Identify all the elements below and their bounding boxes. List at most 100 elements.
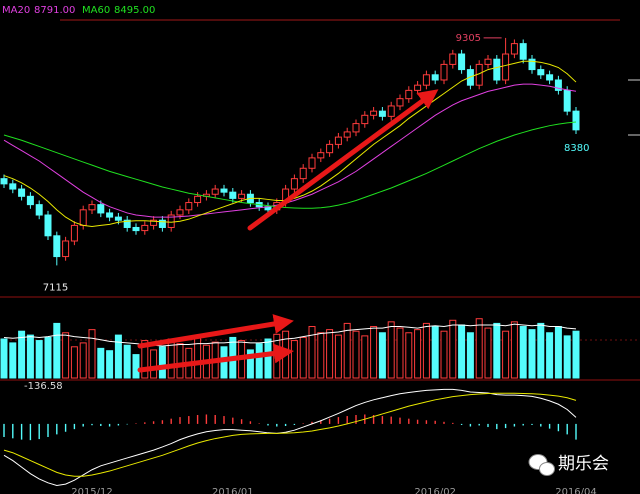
high-label: 9305 — [456, 33, 481, 44]
volume-bar — [326, 329, 334, 379]
volume-bar — [141, 340, 149, 379]
volume-bar — [370, 326, 378, 379]
candle-body — [519, 43, 527, 60]
legend-name: MA60 — [82, 5, 110, 16]
last-low-label: 8380 — [564, 143, 589, 154]
candle-body — [370, 110, 378, 116]
volume-bar — [352, 330, 360, 379]
candle-body — [502, 53, 510, 81]
x-tick-label: 2015/12 — [71, 487, 113, 494]
candle-body — [176, 209, 184, 216]
volume-bar — [431, 326, 439, 379]
candle-body — [405, 89, 413, 100]
volume-bar — [422, 322, 430, 379]
candle-body — [211, 188, 219, 195]
low-label: 7115 — [43, 282, 68, 293]
candle-body — [343, 131, 351, 138]
candle-body — [53, 235, 61, 258]
volume-bar — [317, 332, 325, 379]
ma-line — [3, 121, 577, 209]
volume-bar — [18, 330, 26, 379]
volume-bar — [493, 322, 501, 379]
candle-body — [554, 79, 562, 91]
watermark-text: 期乐会 — [558, 454, 609, 474]
volume-bar — [88, 329, 96, 379]
volume-bar — [132, 354, 140, 379]
candle-body — [431, 74, 439, 81]
volume-bar — [44, 336, 52, 379]
candle-body — [9, 183, 17, 190]
watermark-icon — [539, 462, 555, 476]
candle-body — [194, 195, 202, 204]
candle-body — [158, 219, 166, 228]
legend-value: 8791.00 — [34, 5, 75, 16]
candle-body — [79, 209, 87, 226]
volume-bar — [62, 332, 70, 379]
volume-bar — [378, 332, 386, 379]
candle-body — [114, 216, 122, 221]
candle-body — [132, 226, 140, 232]
candle-body — [510, 43, 518, 55]
candle-body — [35, 204, 43, 216]
candle-body — [88, 204, 96, 211]
candle-body — [378, 110, 386, 117]
volume-bar — [264, 338, 272, 379]
candle-body — [528, 58, 536, 71]
candle-body — [220, 188, 228, 193]
candle-body — [396, 98, 404, 107]
candle-body — [352, 123, 360, 133]
candle-body — [484, 58, 492, 65]
volume-bar — [70, 346, 78, 379]
volume-bar — [9, 342, 17, 379]
volume-bar — [114, 334, 122, 379]
dif-line — [3, 388, 577, 486]
candle-body — [18, 188, 26, 197]
volume-bar — [35, 340, 43, 379]
volume-bar — [563, 335, 571, 379]
dea-line — [3, 392, 577, 477]
volume-bar — [290, 340, 298, 379]
volume-bar — [123, 344, 131, 379]
candle-body — [299, 167, 307, 180]
candle-body — [0, 178, 8, 185]
candle-body — [62, 240, 70, 258]
candle-body — [97, 204, 105, 214]
volume-bar — [475, 318, 483, 379]
volume-bar — [334, 334, 342, 379]
candle-body — [141, 224, 149, 232]
volume-bar — [466, 332, 474, 379]
candle-body — [229, 191, 237, 199]
candle-body — [361, 114, 369, 125]
volume-bar — [255, 343, 263, 379]
volume-bar — [484, 327, 492, 379]
candle-body — [334, 136, 342, 145]
candle-body — [167, 214, 175, 228]
trend-arrow — [137, 343, 294, 373]
trend-arrow — [247, 89, 439, 231]
volume-bar — [79, 342, 87, 379]
volume-bar — [528, 329, 536, 379]
candle-body — [422, 74, 430, 86]
volume-bar — [176, 343, 184, 379]
volume-bar — [106, 350, 114, 379]
volume-bar — [502, 330, 510, 379]
volume-bar — [546, 332, 554, 379]
volume-bar — [150, 349, 158, 379]
volume-bar — [0, 338, 8, 379]
candle-body — [493, 58, 501, 81]
macd-header: -136.58 — [24, 381, 63, 392]
candle-body — [290, 178, 298, 190]
volume-bar — [414, 329, 422, 379]
volume-bar — [26, 334, 34, 379]
legend-name: MA20 — [2, 5, 30, 16]
volume-bar — [194, 334, 202, 379]
candle-body — [106, 212, 114, 218]
candle-body — [440, 63, 448, 81]
x-tick-label: 2016/01 — [212, 487, 254, 494]
volume-bar — [387, 321, 395, 379]
candle-body — [26, 195, 34, 206]
volume-bar — [246, 349, 254, 379]
trend-arrow — [137, 314, 294, 349]
candle-body — [308, 157, 316, 169]
